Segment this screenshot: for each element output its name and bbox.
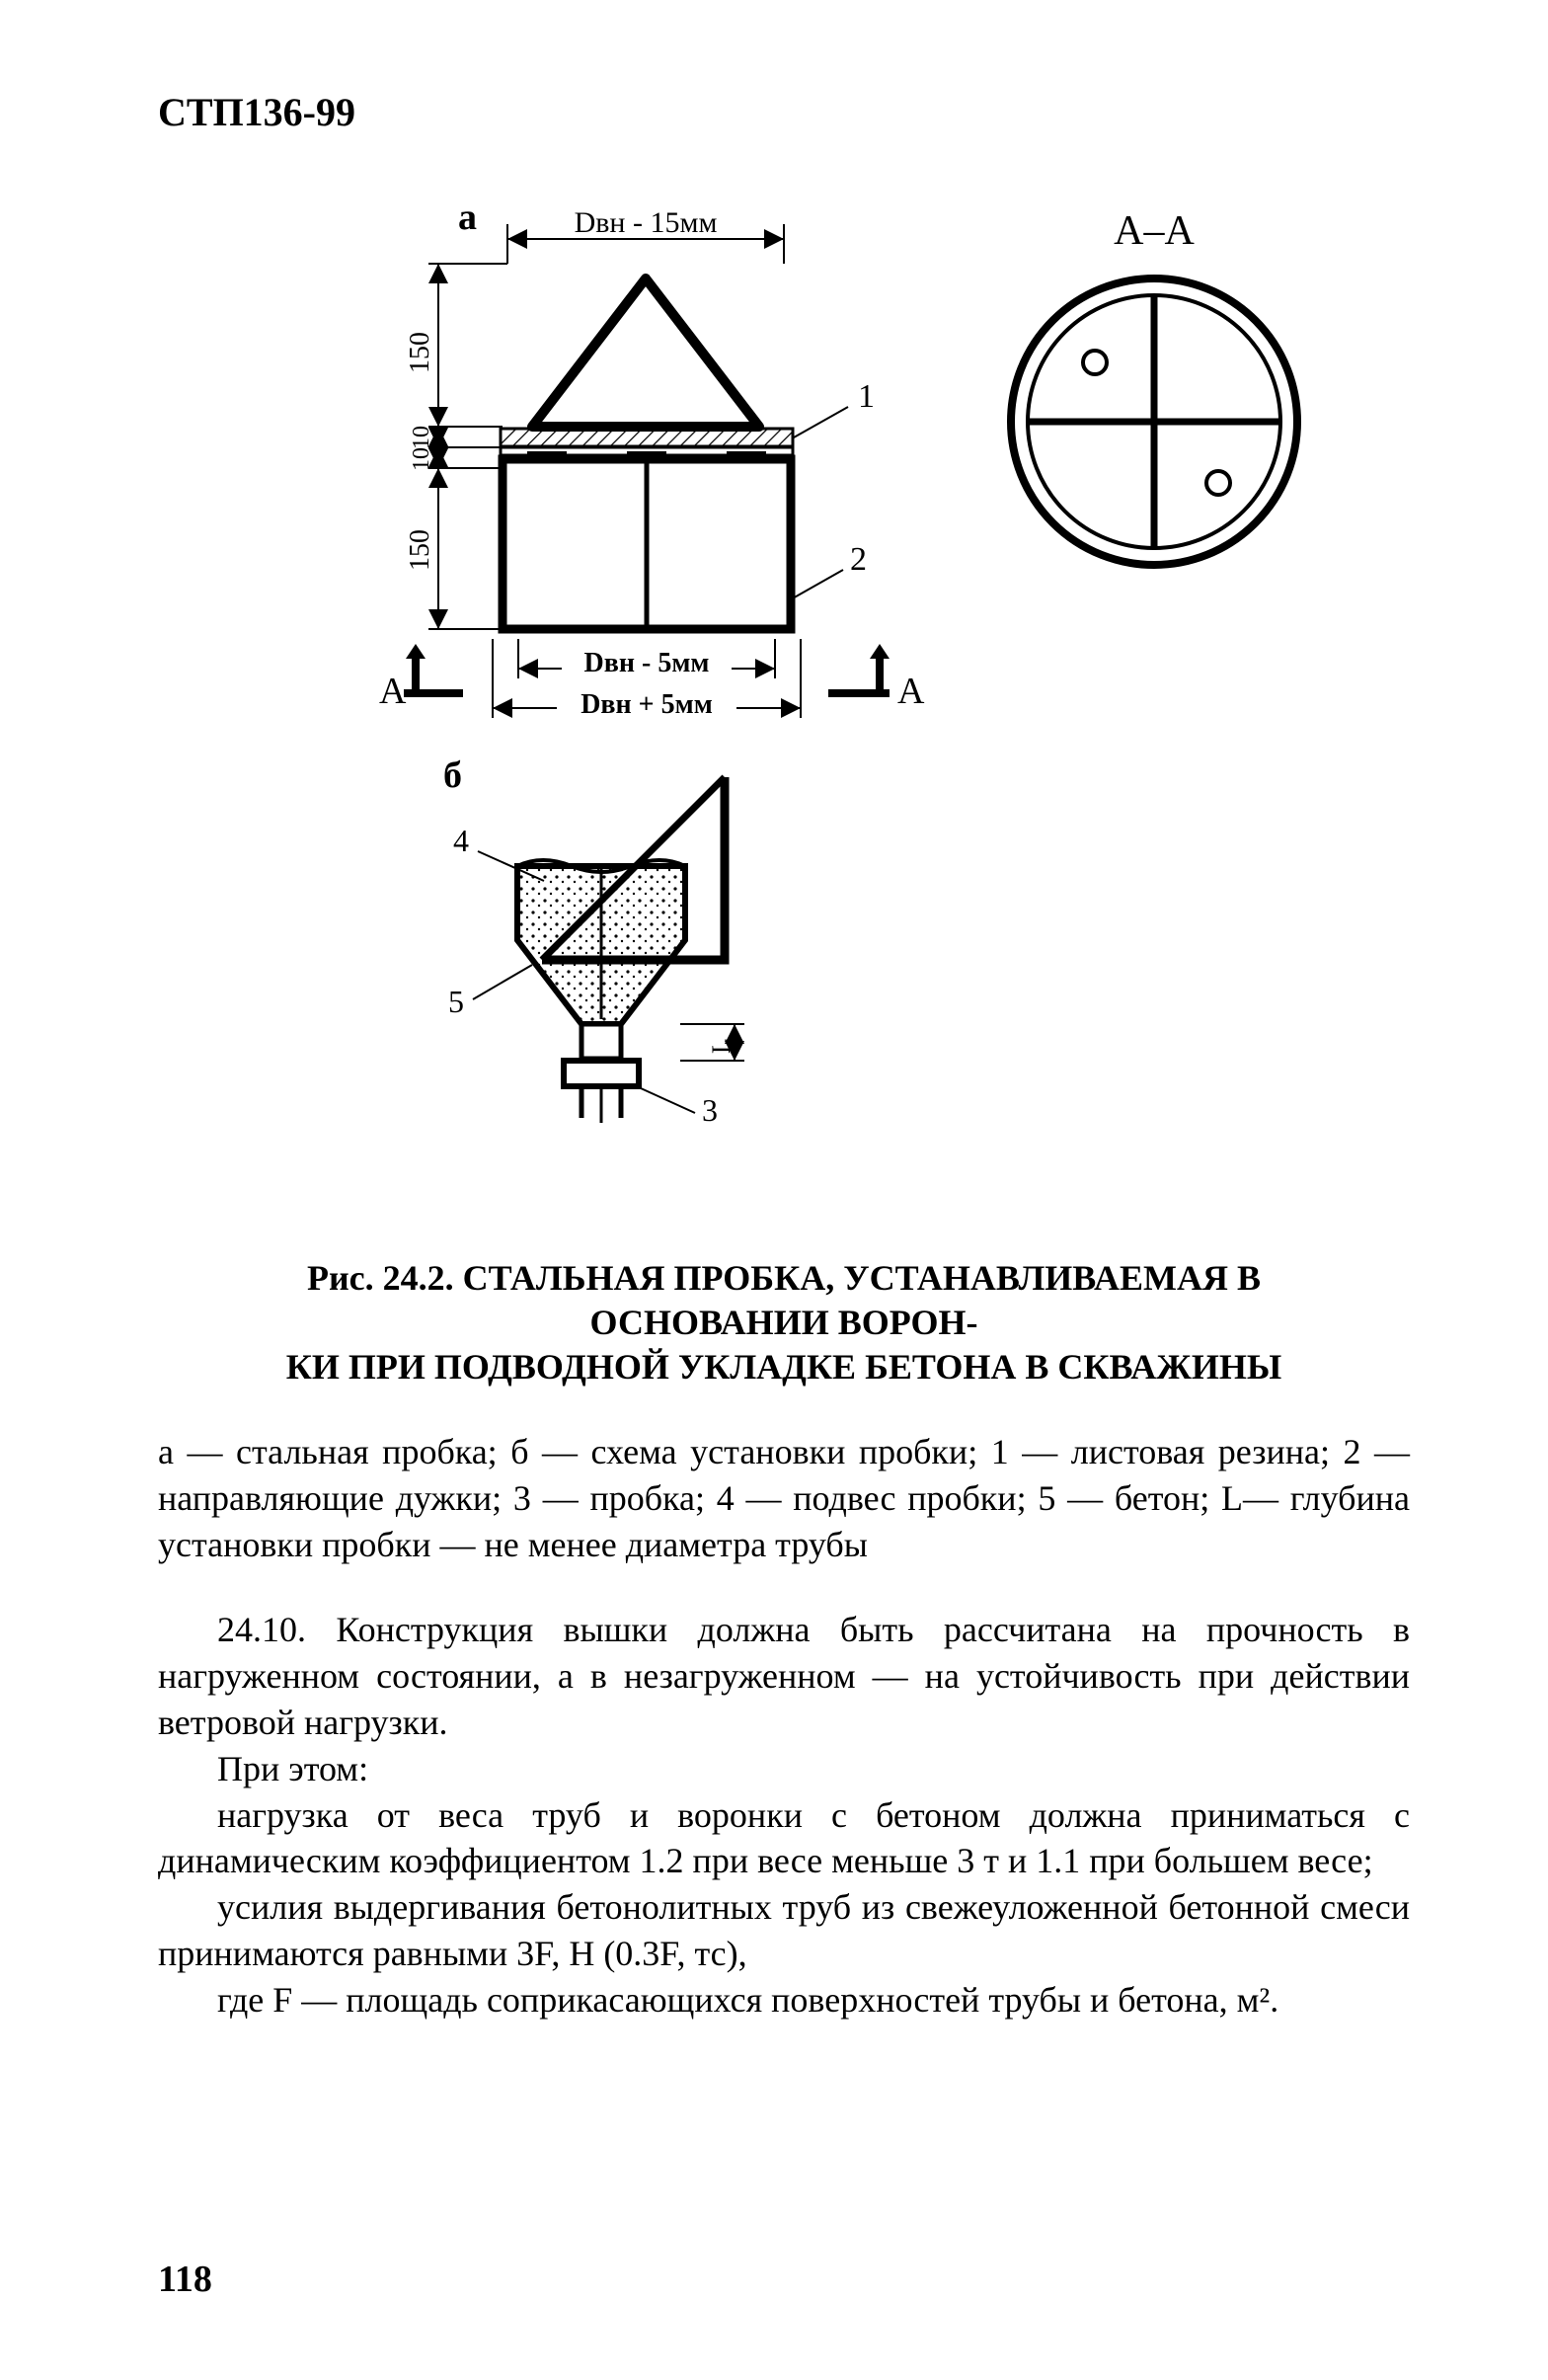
doc-header: СТП136-99 <box>158 89 1410 135</box>
para-24-10: 24.10. Конструкция вышки должна быть рас… <box>158 1607 1410 1745</box>
page: СТП136-99 а <box>0 0 1548 2380</box>
dim-bot: Dвн + 5мм <box>580 689 713 720</box>
dim-v1: 150 <box>405 332 435 373</box>
callout-1: 1 <box>858 378 875 415</box>
section-A-right: А <box>897 671 925 712</box>
dim-v4: 150 <box>405 529 435 571</box>
figure-legend: а — стальная пробка; б — схема установки… <box>158 1429 1410 1567</box>
figure-caption: Рис. 24.2. СТАЛЬНАЯ ПРОБКА, УСТАНАВЛИВАЕ… <box>158 1256 1410 1389</box>
figure: а Dвн - 15мм <box>158 175 1410 1148</box>
label-b: б <box>443 754 462 796</box>
dim-mid: Dвн - 5мм <box>584 648 710 678</box>
page-number: 118 <box>158 2258 212 2301</box>
callout-4: 4 <box>453 823 469 858</box>
caption-line2: КИ ПРИ ПОДВОДНОЙ УКЛАДКЕ БЕТОНА В СКВАЖИ… <box>286 1347 1281 1387</box>
section-A-left: А <box>379 671 407 712</box>
callout-5: 5 <box>448 984 464 1019</box>
para-where: где F — площадь соприкасающихся поверхно… <box>158 1977 1410 2023</box>
view-b: б 4 5 <box>443 754 744 1128</box>
caption-line1: Рис. 24.2. СТАЛЬНАЯ ПРОБКА, УСТАНАВЛИВАЕ… <box>307 1258 1261 1342</box>
para-force: усилия выдергивания бетонолитных труб из… <box>158 1884 1410 1977</box>
callout-2: 2 <box>850 541 867 578</box>
para-intro: При этом: <box>158 1746 1410 1792</box>
dim-L: L <box>707 1038 735 1054</box>
dim-v3: 10 <box>409 447 434 471</box>
section-label: А–А <box>1114 208 1195 254</box>
dim-top: Dвн - 15мм <box>575 206 718 239</box>
body-text: 24.10. Конструкция вышки должна быть рас… <box>158 1607 1410 2023</box>
section-aa: А–А <box>1011 208 1297 565</box>
callout-3: 3 <box>702 1092 718 1128</box>
figure-svg: а Dвн - 15мм <box>216 175 1352 1143</box>
dim-v2: 10 <box>409 426 434 449</box>
para-load: нагрузка от веса труб и воронки с бетоно… <box>158 1792 1410 1885</box>
view-a: а Dвн - 15мм <box>379 197 925 720</box>
label-a: а <box>458 197 477 238</box>
